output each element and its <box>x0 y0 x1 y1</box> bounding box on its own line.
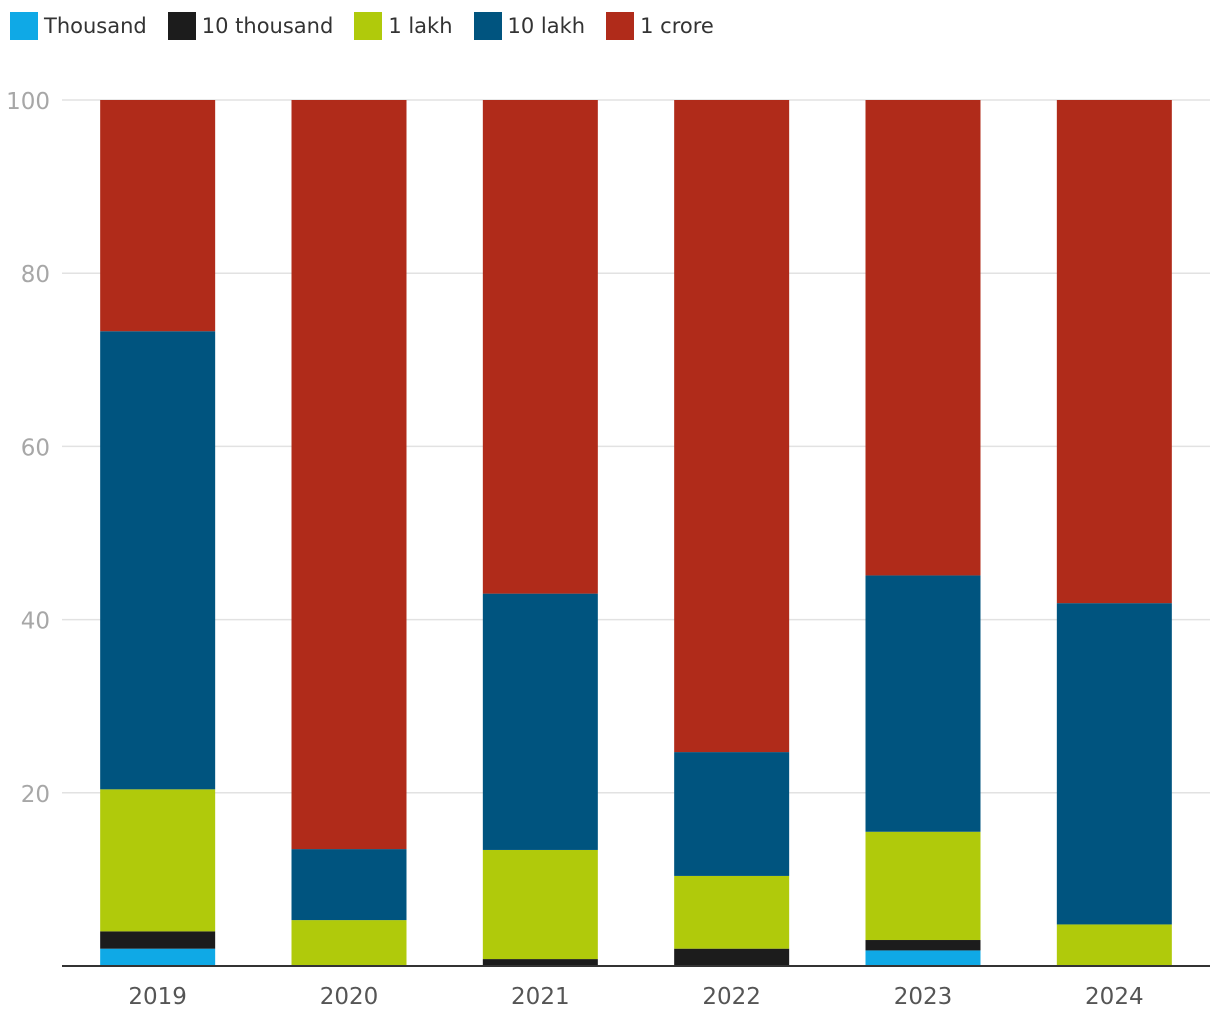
legend-item-1-crore[interactable]: 1 crore <box>606 12 714 40</box>
bar-2022-10-lakh[interactable] <box>674 752 790 876</box>
bars <box>100 100 1172 966</box>
legend-swatch-1-crore <box>606 12 635 40</box>
bar-2024-1-crore[interactable] <box>1056 100 1172 604</box>
x-tick-label-2021: 2021 <box>511 984 570 1010</box>
x-tick-label-2019: 2019 <box>128 984 187 1010</box>
legend-label-10-lakh: 10 lakh <box>507 14 586 38</box>
bar-2020-1-crore[interactable] <box>291 100 407 850</box>
bar-2023-10-thousand[interactable] <box>865 940 981 951</box>
bar-2020-1-lakh[interactable] <box>291 920 407 966</box>
x-tick-label-2022: 2022 <box>702 984 761 1010</box>
bar-2023-1-crore[interactable] <box>865 100 981 576</box>
legend-label-thousand: Thousand <box>44 14 147 38</box>
bar-2023-1-lakh[interactable] <box>865 831 981 941</box>
y-tick-label-80: 80 <box>21 262 50 288</box>
bar-2021-1-lakh[interactable] <box>482 849 598 960</box>
y-tick-label-40: 40 <box>21 609 50 635</box>
legend-label-10-thousand: 10 thousand <box>201 14 334 38</box>
y-tick-label-100: 100 <box>6 89 50 115</box>
x-tick-label-2020: 2020 <box>320 984 379 1010</box>
legend: Thousand 10 thousand 1 lakh 10 lakh 1 cr… <box>10 12 735 40</box>
y-tick-label-20: 20 <box>21 782 50 808</box>
bar-2019-10-thousand[interactable] <box>100 931 216 949</box>
legend-swatch-thousand <box>10 12 38 40</box>
bar-2024-10-lakh[interactable] <box>1056 603 1172 925</box>
y-axis-ticks: 20 40 60 80 100 <box>6 89 50 808</box>
y-tick-label-60: 60 <box>21 435 50 461</box>
bar-2019-1-crore[interactable] <box>100 100 216 332</box>
bar-2022-1-crore[interactable] <box>674 100 790 753</box>
bar-2022-10-thousand[interactable] <box>674 948 790 966</box>
legend-swatch-1-lakh <box>354 12 383 40</box>
x-tick-label-2023: 2023 <box>894 984 953 1010</box>
legend-item-thousand[interactable]: Thousand <box>10 12 147 40</box>
grid-lines <box>62 99 1210 794</box>
legend-item-10-thousand[interactable]: 10 thousand <box>167 12 334 40</box>
bar-2019-1-lakh[interactable] <box>100 789 216 932</box>
bar-2023-10-lakh[interactable] <box>865 575 981 832</box>
bar-2024-1-lakh[interactable] <box>1056 924 1172 966</box>
bar-2021-10-thousand[interactable] <box>482 959 598 966</box>
x-tick-label-2024: 2024 <box>1085 984 1144 1010</box>
legend-item-10-lakh[interactable]: 10 lakh <box>473 12 586 40</box>
legend-swatch-10-lakh <box>473 12 502 40</box>
bar-2019-thousand[interactable] <box>100 948 216 966</box>
legend-label-1-crore: 1 crore <box>640 14 714 38</box>
legend-item-1-lakh[interactable]: 1 lakh <box>354 12 453 40</box>
legend-swatch-10-thousand <box>167 12 196 40</box>
bar-2023-thousand[interactable] <box>865 950 981 966</box>
bar-2019-10-lakh[interactable] <box>100 331 216 790</box>
bar-2020-10-lakh[interactable] <box>291 849 407 921</box>
bar-2021-10-lakh[interactable] <box>482 593 598 850</box>
bar-2022-1-lakh[interactable] <box>674 875 790 949</box>
x-axis-ticks: 2019 2020 2021 2022 2023 2024 <box>128 984 1143 1010</box>
legend-label-1-lakh: 1 lakh <box>388 14 453 38</box>
bar-2021-1-crore[interactable] <box>482 100 598 594</box>
